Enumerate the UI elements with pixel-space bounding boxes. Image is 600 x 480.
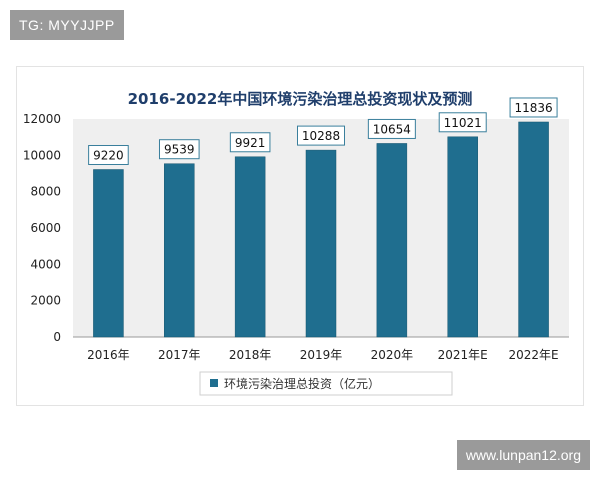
y-tick-label: 2000 [30, 294, 61, 308]
bar [447, 136, 478, 338]
data-label-box [297, 125, 345, 146]
x-tick-label: 2018年 [229, 348, 272, 362]
x-tick-label: 2019年 [300, 348, 343, 362]
bar [164, 163, 195, 338]
data-label: 11021 [444, 116, 482, 130]
watermark-bottom-right: www.lunpan12.org [456, 440, 590, 470]
data-label-box [509, 97, 558, 118]
plot-area: 0 2000 4000 6000 8000 10000 12000 9220 2016年 9539… [23, 97, 569, 362]
bar-chart: 2016-2022年中国环境污染治理总投资现状及预测 0 2000 4000 6000… [23, 90, 569, 396]
x-tick-label: 2022年E [509, 348, 559, 362]
data-label-box [367, 118, 416, 139]
data-label: 9539 [164, 143, 195, 157]
legend-swatch [210, 379, 218, 387]
y-tick-label: 12000 [23, 112, 61, 126]
bar [234, 156, 266, 338]
data-label: 10288 [302, 129, 340, 143]
watermark-top-left: TG: MYYJJPP [10, 10, 124, 40]
data-label-box [158, 139, 200, 160]
legend: 环境污染治理总投资（亿元） [199, 371, 453, 396]
data-label: 9921 [235, 136, 266, 150]
data-label-box [88, 145, 129, 166]
bar [305, 149, 337, 338]
bar [93, 169, 124, 338]
y-tick-label: 10000 [23, 148, 61, 162]
legend-box [199, 371, 453, 396]
data-label: 10654 [373, 122, 411, 136]
bar [518, 121, 549, 338]
y-tick-label: 8000 [30, 185, 61, 199]
x-tick-label: 2016年 [87, 348, 130, 362]
x-tick-label: 2017年 [158, 348, 201, 362]
data-label: 11836 [514, 101, 552, 115]
chart-title: 2016-2022年中国环境污染治理总投资现状及预测 [128, 90, 473, 108]
data-label: 9220 [93, 149, 124, 163]
x-tick-label: 2021年E [438, 348, 488, 362]
chart-frame: 2016-2022年中国环境污染治理总投资现状及预测 0 2000 4000 6000… [16, 66, 584, 406]
y-tick-label: 6000 [30, 221, 61, 235]
y-tick-label: 0 [53, 330, 61, 344]
data-label-box [438, 112, 487, 133]
data-label-box [229, 132, 271, 153]
x-tick-label: 2020年 [371, 348, 414, 362]
y-tick-label: 4000 [30, 257, 61, 271]
legend-label: 环境污染治理总投资（亿元） [224, 376, 380, 391]
bar [376, 143, 408, 338]
